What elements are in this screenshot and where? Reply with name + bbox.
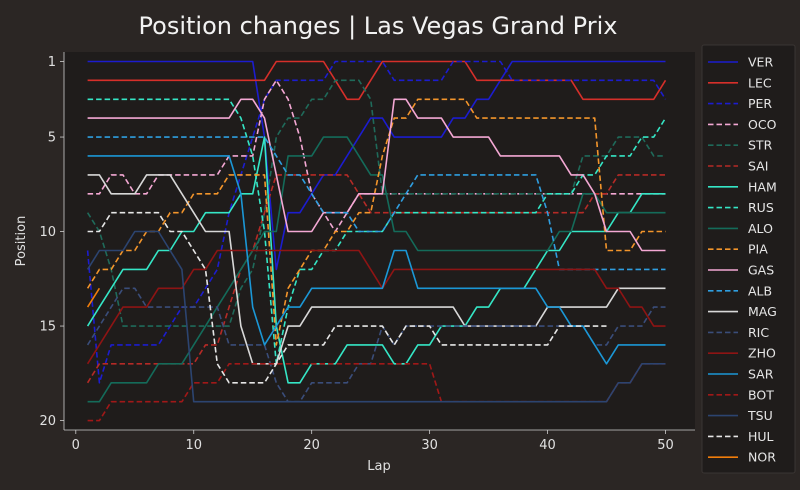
legend-label: STR <box>748 138 773 153</box>
legend-label: MAG <box>748 304 777 319</box>
legend-frame <box>701 44 796 474</box>
legend-label: PIA <box>748 242 768 257</box>
x-tick-label: 0 <box>72 438 80 453</box>
series-line-ver <box>87 60 666 271</box>
legend-label: ALO <box>748 221 773 236</box>
y-tick-label: 20 <box>39 414 56 429</box>
series-line-pia <box>86 98 666 346</box>
series-layer <box>86 60 667 422</box>
legend-label: OCO <box>748 117 777 132</box>
x-tick-label: 50 <box>657 438 674 453</box>
series-line-str <box>86 79 666 327</box>
legend-label: RIC <box>748 325 769 340</box>
series-line-sai <box>86 174 666 384</box>
legend-label: HUL <box>748 429 774 444</box>
legend-label: LEC <box>748 75 772 90</box>
y-tick-label: 10 <box>39 225 56 240</box>
legend-label: SAI <box>748 159 768 174</box>
legend-label: BOT <box>748 387 774 402</box>
x-tick-label: 40 <box>539 438 556 453</box>
series-line-ham <box>86 136 666 384</box>
series-line-hul <box>87 211 607 384</box>
y-tick-label: 1 <box>48 55 56 70</box>
legend-label: ALB <box>748 283 772 298</box>
series-line-sar <box>87 155 666 365</box>
x-tick-label: 20 <box>303 438 320 453</box>
legend-label: RUS <box>748 200 774 215</box>
legend-label: GAS <box>748 263 774 278</box>
legend: VER LEC PER OCO STR SAI HAM RUS ALO PIA GAS ALB MAG R… <box>701 44 796 474</box>
x-axis-label: Lap <box>367 459 390 474</box>
legend-label: HAM <box>748 179 777 194</box>
y-axis-label: Position <box>14 216 29 267</box>
plot-area <box>64 52 695 430</box>
x-tick-label: 10 <box>185 438 202 453</box>
series-line-tsu <box>86 230 666 403</box>
y-tick-label: 15 <box>39 320 56 335</box>
series-line-mag <box>87 174 666 365</box>
legend-label: VER <box>748 55 773 70</box>
legend-label: PER <box>748 96 772 111</box>
legend-label: NOR <box>748 450 776 465</box>
series-line-nor <box>86 287 101 308</box>
series-line-alo <box>87 136 666 403</box>
legend-label: TSU <box>747 408 773 423</box>
chart-title: Position changes | Las Vegas Grand Prix <box>139 12 618 40</box>
legend-label: ZHO <box>748 346 776 361</box>
series-line-rus <box>87 98 667 365</box>
series-line-lec <box>87 60 667 101</box>
y-tick-label: 5 <box>48 131 56 146</box>
series-line-gas <box>87 98 666 252</box>
x-tick-label: 30 <box>421 438 438 453</box>
legend-label: SAR <box>748 367 774 382</box>
